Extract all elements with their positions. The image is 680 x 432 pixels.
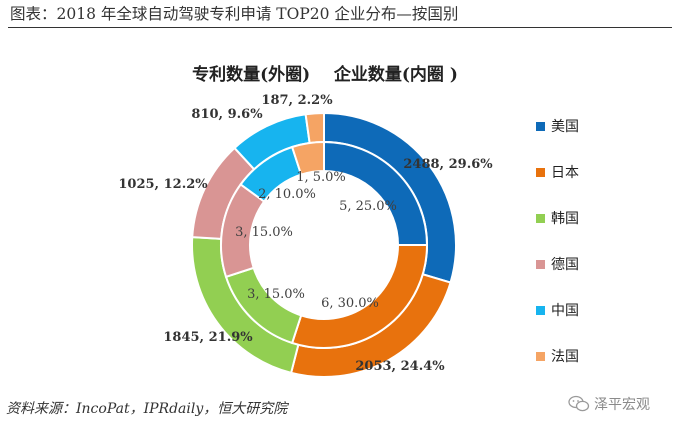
legend-label-3: 德国: [551, 257, 579, 273]
title-divider: [8, 27, 672, 28]
legend-swatch-5: [536, 352, 545, 361]
inner-label-5: 1, 5.0%: [296, 170, 346, 185]
legend-label-1: 日本: [551, 165, 579, 181]
chart-title: 专利数量(外圈) 企业数量(内圈 ): [192, 64, 458, 85]
inner-label-4: 2, 10.0%: [258, 187, 316, 202]
outer-ring-labels: 2488, 29.6% 2053, 24.4% 1845, 21.9% 1025, 1…: [118, 93, 493, 374]
legend-swatch-1: [536, 168, 545, 177]
wechat-icon: [568, 395, 590, 412]
legend-label-2: 韩国: [551, 211, 579, 227]
legend-label-5: 法国: [551, 349, 579, 365]
legend-swatch-3: [536, 260, 545, 269]
inner-slice-5: [290, 140, 325, 176]
inner-label-0: 5, 25.0%: [339, 199, 397, 214]
watermark: 泽平宏观: [568, 392, 678, 416]
inner-label-2: 3, 15.0%: [247, 287, 305, 302]
legend-swatch-0: [536, 122, 545, 131]
legend-swatch-2: [536, 214, 545, 223]
legend-label-4: 中国: [551, 303, 579, 319]
inner-label-3: 3, 15.0%: [235, 225, 293, 240]
outer-label-2: 1845, 21.9%: [163, 330, 253, 345]
outer-label-0: 2488, 29.6%: [403, 157, 493, 172]
figure-title: 图表：2018 年全球自动驾驶专利申请 TOP20 企业分布—按国别: [10, 5, 459, 23]
source-note: 资料来源：IncoPat，IPRdaily，恒大研究院: [6, 401, 288, 417]
outer-slice-5: [304, 111, 325, 145]
watermark-text: 泽平宏观: [594, 397, 650, 413]
outer-label-1: 2053, 24.4%: [355, 359, 445, 374]
outer-label-5: 187, 2.2%: [261, 93, 333, 108]
legend-swatch-4: [536, 306, 545, 315]
inner-label-1: 6, 30.0%: [321, 296, 379, 311]
legend-label-0: 美国: [551, 119, 579, 135]
outer-label-4: 810, 9.6%: [191, 107, 263, 122]
inner-ring: [220, 140, 429, 349]
outer-label-3: 1025, 12.2%: [118, 177, 208, 192]
inner-ring-labels: 5, 25.0% 6, 30.0% 3, 15.0% 3, 15.0% 2, 10.0%…: [235, 170, 397, 311]
